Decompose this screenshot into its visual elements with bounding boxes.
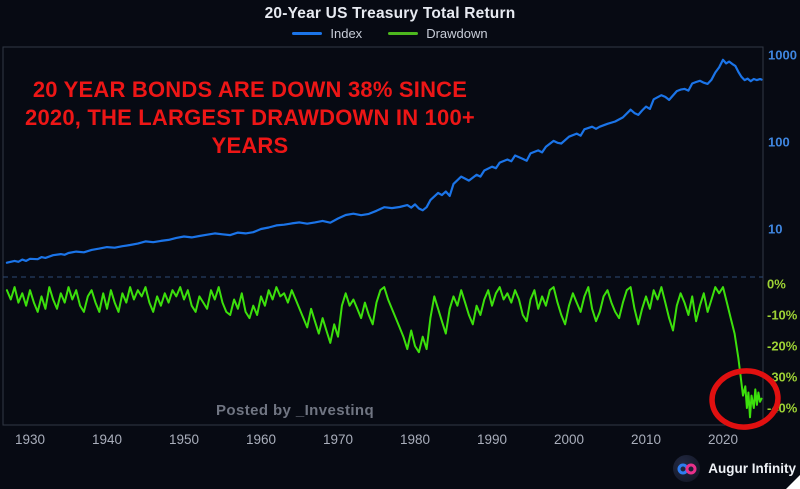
drawdown-axis-tick-label: -30% (767, 370, 798, 385)
legend-label-drawdown: Drawdown (426, 26, 488, 41)
drawdown-axis-tick-label: 0% (767, 277, 786, 292)
x-axis-tick-label: 1960 (246, 432, 276, 447)
legend-label-index: Index (330, 26, 363, 41)
infinity-icon (673, 455, 701, 482)
highlight-circle (709, 368, 781, 430)
x-axis-tick-label: 1970 (323, 432, 353, 447)
drawdown-axis-tick-label: -20% (767, 339, 798, 354)
x-axis-tick-label: 2020 (708, 432, 738, 447)
x-axis-tick-label: 2000 (554, 432, 584, 447)
index-axis-tick-label: 100 (768, 135, 790, 150)
x-axis-tick-label: 1930 (15, 432, 45, 447)
watermark-text: Posted by _Investinq (216, 402, 375, 419)
brand-logo: Augur Infinity (673, 455, 796, 482)
index-line-swatch-icon (292, 32, 323, 35)
x-axis-tick-label: 1950 (169, 432, 199, 447)
chart-legend: Index Drawdown (0, 26, 780, 41)
x-axis-tick-label: 1990 (477, 432, 507, 447)
legend-item-index[interactable]: Index (292, 26, 362, 41)
x-axis-tick-label: 2010 (631, 432, 661, 447)
index-axis-tick-label: 10 (768, 222, 782, 237)
drawdown-axis-tick-label: -10% (767, 308, 798, 323)
plot-frame (2, 46, 764, 426)
drawdown-line-swatch-icon (388, 32, 419, 35)
annotation-text: 20 YEAR BONDS ARE DOWN 38% SINCE 2020, T… (25, 77, 475, 158)
index-line (5, 58, 763, 264)
corner-wedge-icon (786, 475, 800, 489)
x-axis-tick-label: 1940 (92, 432, 122, 447)
drawdown-line (5, 286, 763, 419)
legend-item-drawdown[interactable]: Drawdown (388, 26, 488, 41)
brand-name: Augur Infinity (708, 461, 796, 476)
chart-title: 20-Year US Treasury Total Return (264, 5, 516, 22)
index-axis-tick-label: 1000 (768, 48, 797, 63)
x-axis-tick-label: 1980 (400, 432, 430, 447)
